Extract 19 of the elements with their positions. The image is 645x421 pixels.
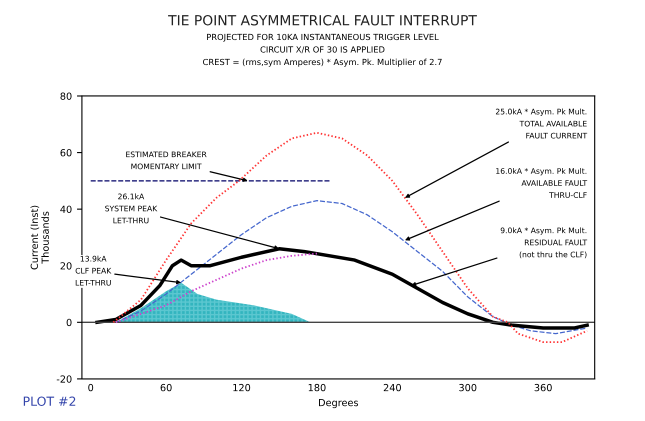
x-tick-label: 240 (384, 384, 401, 392)
line-series (114, 252, 318, 324)
y-tick-label: 20 (60, 262, 72, 270)
y-tick-label: 40 (60, 206, 72, 213)
y-tick-label: 80 (60, 92, 72, 100)
x-tick-label: 360 (534, 384, 552, 392)
y-tick-label: 60 (60, 149, 72, 156)
y-axis-title: Current (Inst) Thousands (30, 206, 49, 270)
x-tick-label: 300 (459, 384, 476, 392)
x-tick-label: 0 (88, 384, 94, 392)
x-axis-title: Degrees (319, 399, 358, 408)
y-tick-label: 0 (66, 318, 72, 326)
x-tick-label: 60 (160, 384, 172, 392)
text: PLOT #2 (24, 396, 76, 406)
chart-subtitle: PROJECTED FOR 10KA INSTANTANEOUS TRIGGER LEVEL CIRCUIT X/R OF 30 IS APPLIED CREST = (rms,sym Amperes) * Asym. Pk. Multiplier of 2.7 (203, 34, 442, 67)
y-tick-label: -20 (56, 375, 72, 383)
chart-title: TIE POINT ASYMMETRICAL FAULT INTERRUPT (168, 14, 477, 26)
x-tick-label: 180 (308, 384, 326, 392)
x-tick-label: 120 (233, 384, 250, 392)
